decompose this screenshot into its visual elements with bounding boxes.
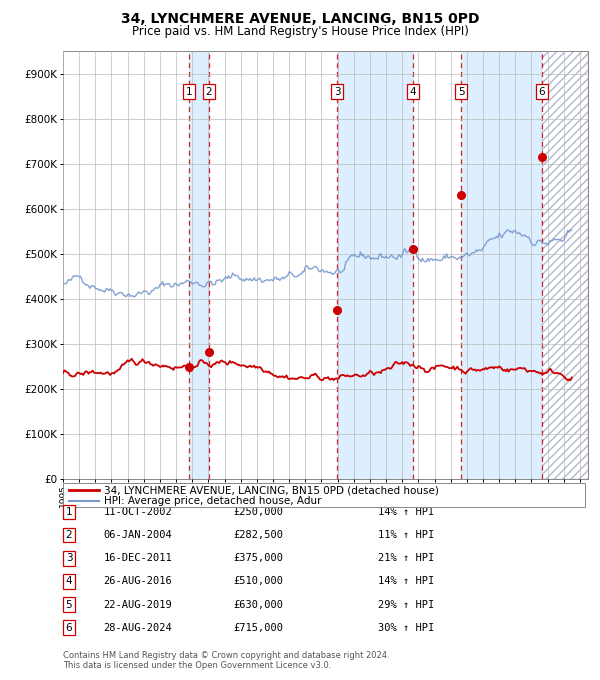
Text: £630,000: £630,000 [233, 600, 283, 609]
Text: £375,000: £375,000 [233, 554, 283, 563]
Bar [337, 51, 413, 479]
Text: Price paid vs. HM Land Registry's House Price Index (HPI): Price paid vs. HM Land Registry's House … [131, 25, 469, 38]
Text: 5: 5 [65, 600, 73, 609]
Bar [542, 51, 588, 479]
Text: Contains HM Land Registry data © Crown copyright and database right 2024.: Contains HM Land Registry data © Crown c… [63, 651, 389, 660]
Text: 22-AUG-2019: 22-AUG-2019 [104, 600, 172, 609]
Text: 5: 5 [458, 86, 464, 97]
Text: 34, LYNCHMERE AVENUE, LANCING, BN15 0PD (detached house): 34, LYNCHMERE AVENUE, LANCING, BN15 0PD … [104, 486, 439, 495]
Text: 29% ↑ HPI: 29% ↑ HPI [378, 600, 434, 609]
Text: 3: 3 [65, 554, 73, 563]
Text: 6: 6 [65, 623, 73, 632]
Text: 14% ↑ HPI: 14% ↑ HPI [378, 577, 434, 586]
Text: 1: 1 [65, 507, 73, 517]
Text: 3: 3 [334, 86, 340, 97]
Text: 6: 6 [539, 86, 545, 97]
Text: £510,000: £510,000 [233, 577, 283, 586]
Text: 34, LYNCHMERE AVENUE, LANCING, BN15 0PD: 34, LYNCHMERE AVENUE, LANCING, BN15 0PD [121, 12, 479, 26]
Text: 26-AUG-2016: 26-AUG-2016 [104, 577, 172, 586]
Text: £282,500: £282,500 [233, 530, 283, 540]
Text: 11-OCT-2002: 11-OCT-2002 [104, 507, 172, 517]
Text: 1: 1 [185, 86, 192, 97]
Text: 16-DEC-2011: 16-DEC-2011 [104, 554, 172, 563]
Bar [461, 51, 542, 479]
Text: 28-AUG-2024: 28-AUG-2024 [104, 623, 172, 632]
Text: 2: 2 [65, 530, 73, 540]
Text: 11% ↑ HPI: 11% ↑ HPI [378, 530, 434, 540]
Bar [188, 51, 209, 479]
Text: HPI: Average price, detached house, Adur: HPI: Average price, detached house, Adur [104, 496, 322, 506]
Text: £715,000: £715,000 [233, 623, 283, 632]
Text: 4: 4 [409, 86, 416, 97]
Bar [542, 51, 588, 479]
Text: 14% ↑ HPI: 14% ↑ HPI [378, 507, 434, 517]
Text: 4: 4 [65, 577, 73, 586]
Text: 2: 2 [205, 86, 212, 97]
Text: 21% ↑ HPI: 21% ↑ HPI [378, 554, 434, 563]
Text: 06-JAN-2004: 06-JAN-2004 [104, 530, 172, 540]
Text: £250,000: £250,000 [233, 507, 283, 517]
Text: 30% ↑ HPI: 30% ↑ HPI [378, 623, 434, 632]
Text: This data is licensed under the Open Government Licence v3.0.: This data is licensed under the Open Gov… [63, 661, 331, 670]
